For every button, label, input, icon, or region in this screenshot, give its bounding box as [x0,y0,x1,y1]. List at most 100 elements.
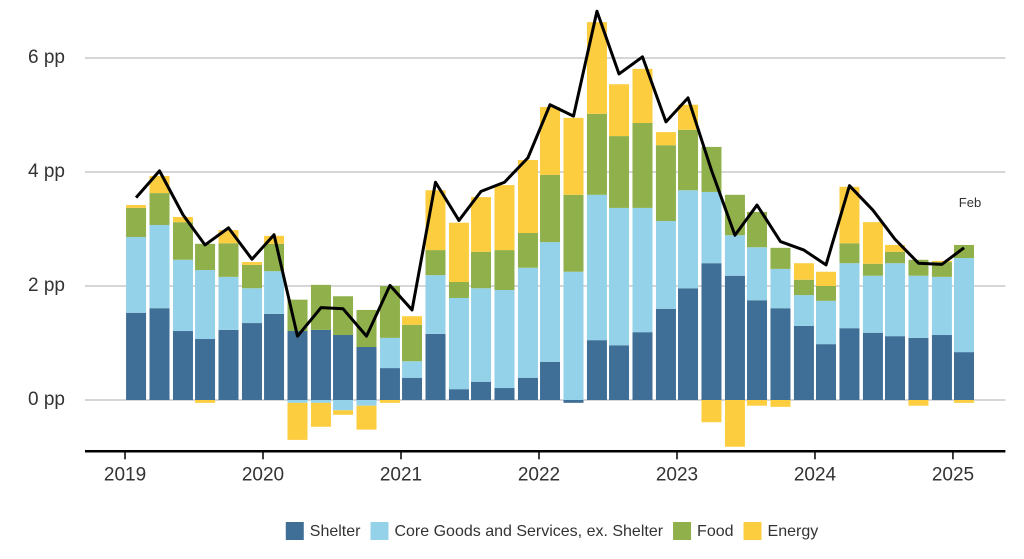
x-tick-label: 2020 [242,464,284,485]
bar-segment [448,222,469,283]
bar-segment [471,251,492,289]
bar-segment [379,400,400,403]
bar-segment [563,194,584,272]
bar-segment [793,279,814,296]
bar-segment [149,225,170,309]
y-tick-label: 6 pp [28,47,65,68]
legend-label: Core Goods and Services, ex. Shelter [394,523,663,540]
bar-segment [494,388,515,400]
bar-segment [287,331,308,400]
bar-segment [195,243,216,271]
bar-segment [356,309,377,347]
bar-segment [908,337,929,400]
bar-segment [609,345,630,400]
bar-segment [356,405,377,430]
bar-segment [724,275,745,400]
bar-segment [494,250,515,290]
bar-segment [402,316,423,325]
bar-segment [172,331,193,400]
legend-swatch [743,522,762,540]
bar-segment [908,400,929,406]
bar-segment [310,400,331,403]
bar-segment [655,145,676,222]
bar-segment [287,402,308,440]
bar-segment [241,262,262,265]
x-tick-label: 2023 [656,464,698,485]
legend-label: Energy [768,523,819,540]
bar-segment [885,263,906,337]
bar-segment [632,332,653,400]
bar-segment [701,400,722,423]
bar-segment [839,243,860,264]
y-tick-label: 2 pp [28,275,65,296]
annotation: Feb [959,195,981,210]
legend-swatch [673,522,692,540]
bar-segment [862,263,883,276]
x-tick-label: 2019 [104,464,146,485]
bar-segment [655,308,676,400]
bar-segment [954,244,975,259]
bar-segment [195,270,216,340]
bar-segment [724,235,745,276]
bar-segment [425,275,446,334]
bar-segment [770,268,791,309]
bar-segment [126,205,147,208]
bar-segment [747,400,768,406]
bar-segment [540,242,561,362]
bar-segment [655,132,676,146]
bar-segment [632,122,653,208]
bar-segment [816,344,837,400]
bar-segment [310,402,331,427]
bar-segment [517,377,538,400]
bar-segment [747,211,768,248]
bar-segment [264,313,285,400]
bar-segment [149,193,170,226]
x-tick-label: 2022 [518,464,560,485]
bar-segment [471,197,492,252]
bar-segment [862,222,883,264]
bar-segment [816,271,837,286]
bar-segment [862,275,883,333]
bar-segment [517,267,538,378]
bar-segment [839,186,860,244]
bar-segment [149,308,170,400]
bar-segment [586,340,607,400]
bar-segment [517,232,538,268]
bar-segment [839,328,860,400]
bar-segment [655,221,676,309]
bar-segment [425,333,446,400]
bar-segment [632,207,653,333]
bar-segment [356,400,377,406]
bar-segment [540,174,561,243]
bar-segment [333,400,354,411]
bar-segment [793,295,814,326]
bar-segment [287,400,308,403]
bar-segment [793,325,814,400]
bar-segment [402,324,423,362]
bar-segment [172,259,193,332]
bar-segment [333,410,354,415]
bar-segment [563,271,584,400]
x-tick-label: 2024 [794,464,837,485]
bar-segment [701,191,722,264]
bar-segment [241,288,262,324]
bar-segment [839,263,860,329]
bar-segment [678,288,699,400]
bar-segment [333,296,354,336]
bar-segment [954,258,975,353]
bar-segment [448,297,469,390]
legend-label: Shelter [310,523,361,540]
bar-segment [425,250,446,276]
bar-segment [885,251,906,264]
bar-segment [586,194,607,341]
bar-segment [586,22,607,114]
x-tick-label: 2021 [380,464,422,485]
bar-segment [908,275,929,338]
bar-segment [747,300,768,400]
bar-segment [678,129,699,191]
legend-label: Food [697,523,733,540]
y-tick-label: 4 pp [28,161,65,182]
bar-segment [609,207,630,346]
bar-segment [448,282,469,298]
bar-segment [471,288,492,382]
